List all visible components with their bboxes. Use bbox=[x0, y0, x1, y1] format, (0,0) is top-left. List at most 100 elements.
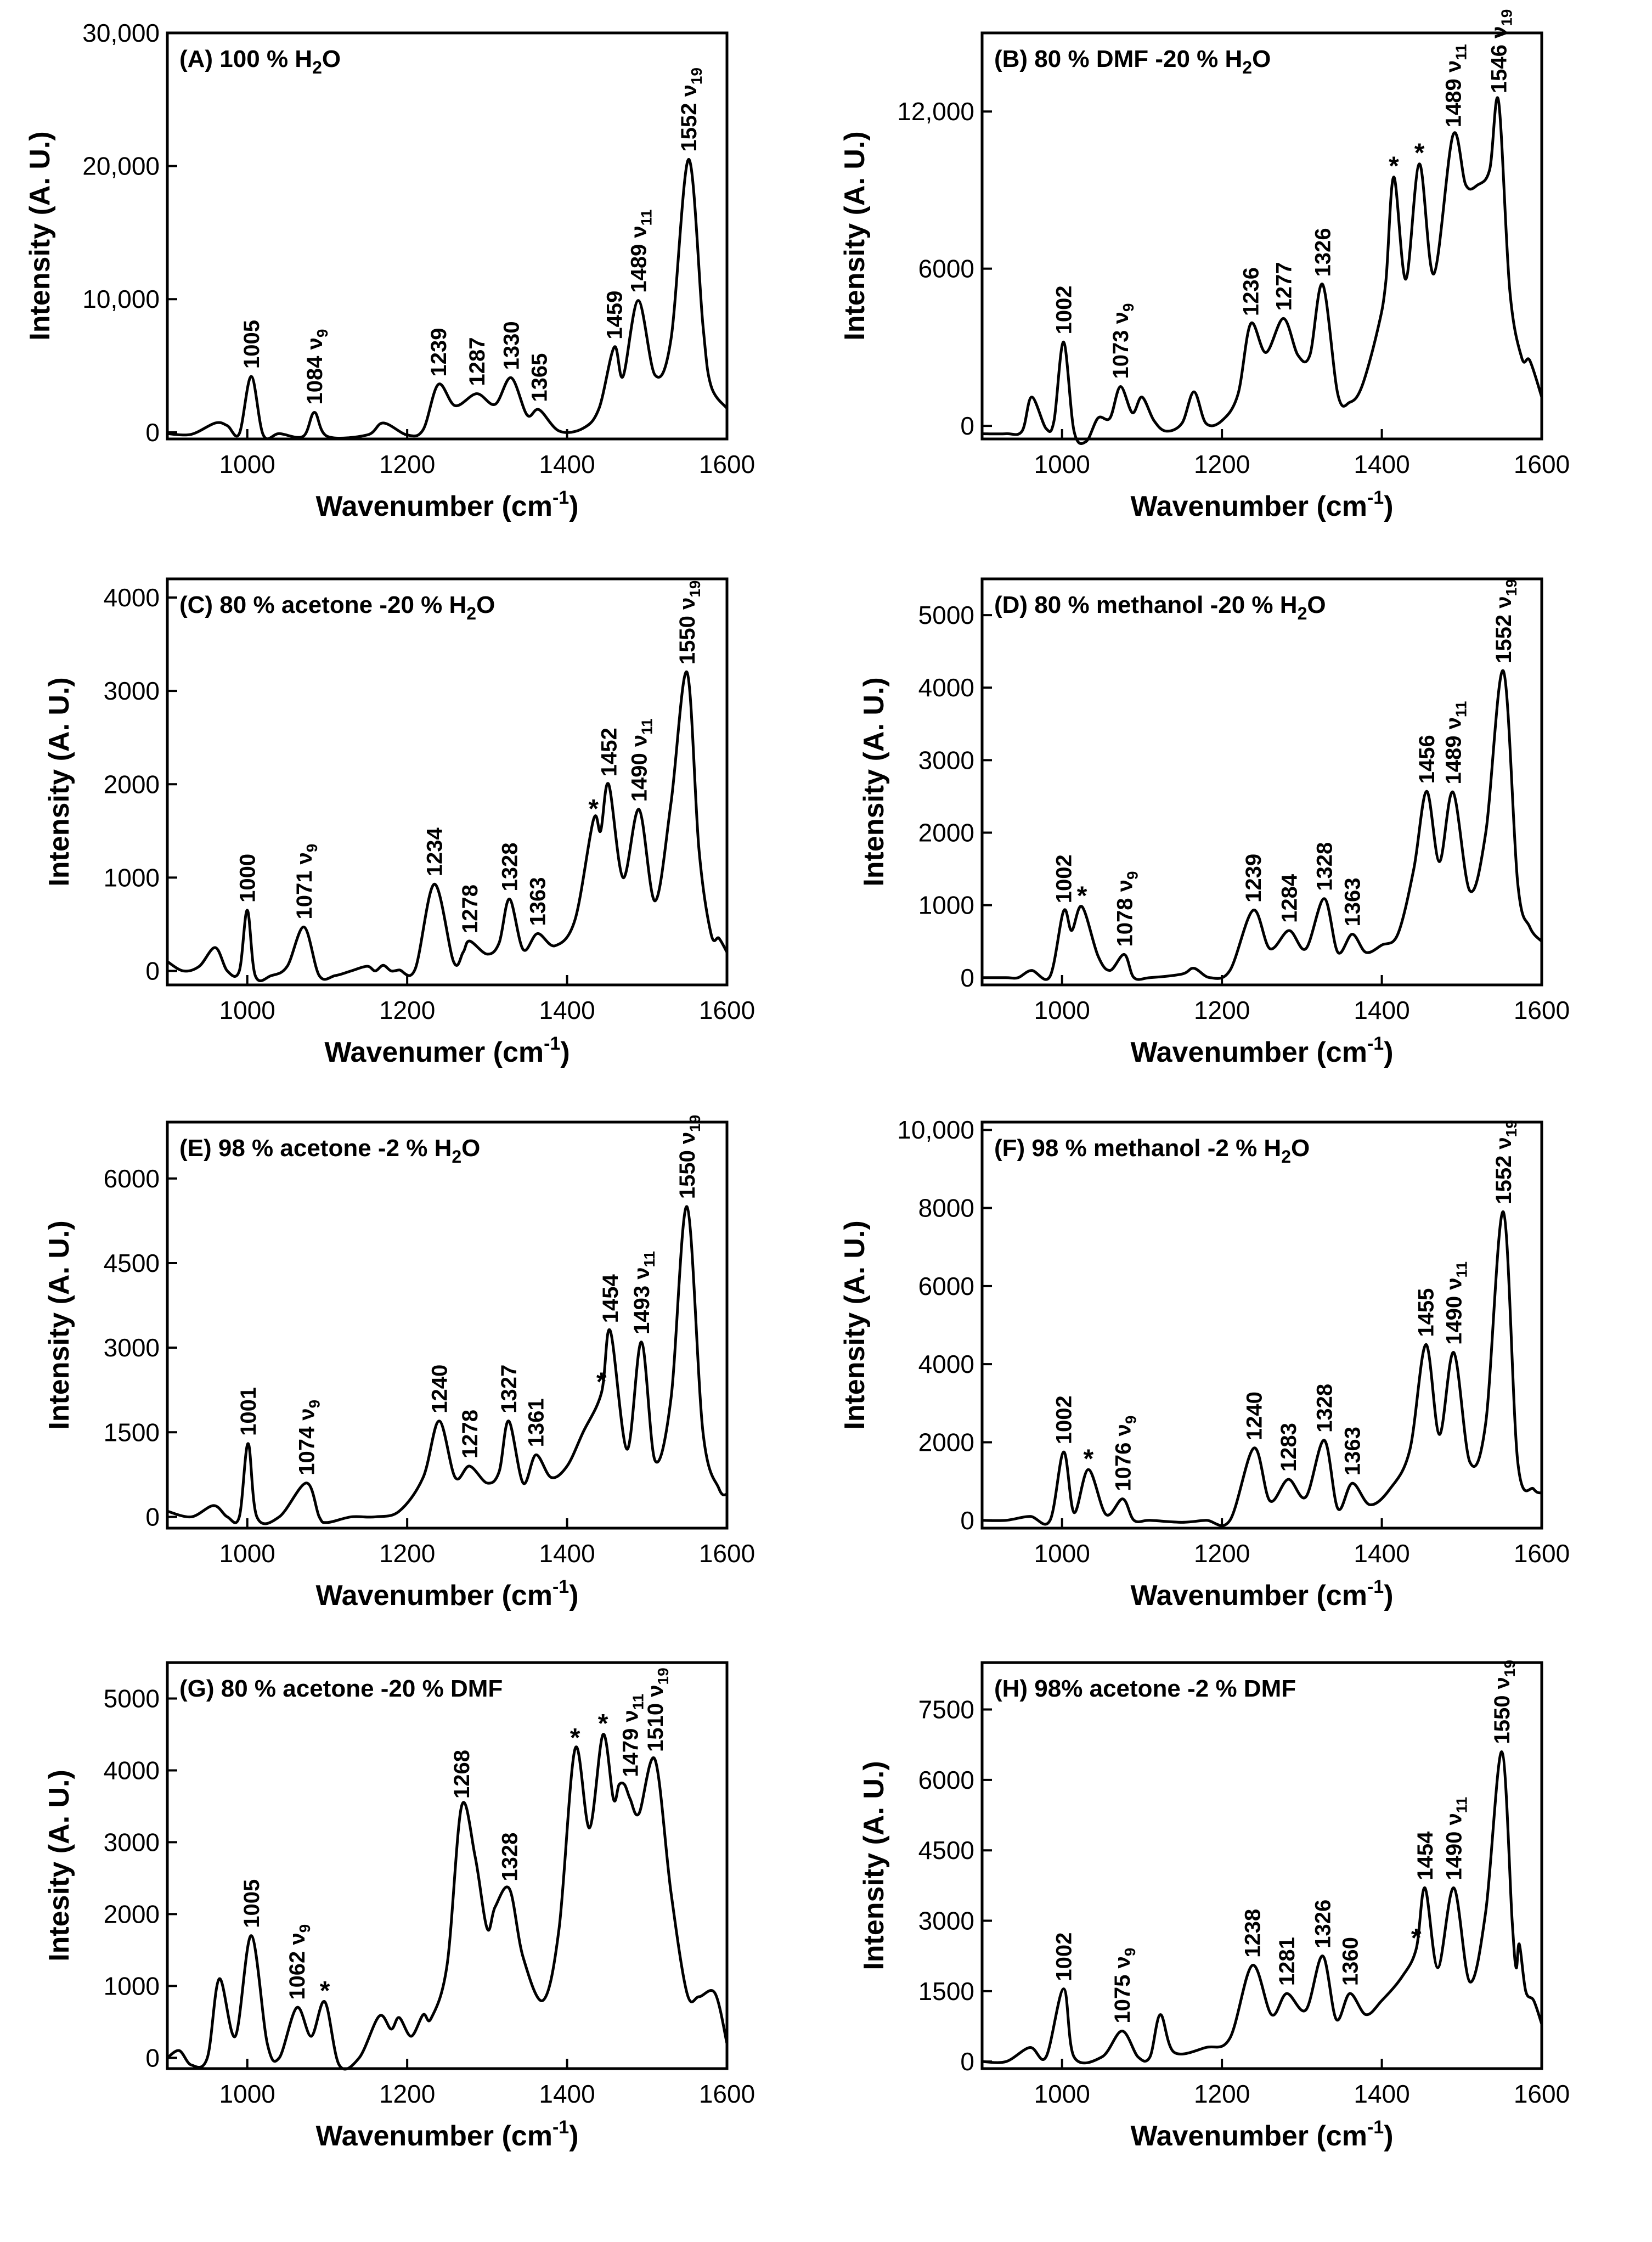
x-axis-label-end: ) bbox=[569, 491, 578, 522]
peak-star-label: * bbox=[1411, 1924, 1422, 1953]
peak-mode-sub: 11 bbox=[639, 718, 656, 735]
peak-label-text: 1268 bbox=[450, 1750, 474, 1799]
panel-title-part: O bbox=[1252, 46, 1271, 72]
y-tick-label: 30,000 bbox=[82, 19, 160, 47]
peak-mode-sub: 9 bbox=[1122, 1416, 1139, 1424]
x-tick-label: 1200 bbox=[379, 996, 435, 1024]
peak-label-text: 1328 bbox=[498, 843, 522, 892]
y-tick-label: 4000 bbox=[104, 1756, 160, 1784]
panel-title: (H) 98% acetone -2 % DMF bbox=[994, 1675, 1296, 1702]
peak-label-text: 1546 ν bbox=[1487, 26, 1511, 93]
y-tick-label: 6000 bbox=[918, 255, 974, 283]
x-tick-label: 1200 bbox=[1194, 2080, 1250, 2108]
x-tick-label: 1600 bbox=[1514, 1539, 1570, 1568]
peak-label: 1284 bbox=[1278, 874, 1302, 923]
peak-label: 1002 bbox=[1052, 1395, 1076, 1444]
panel-title: (G) 80 % acetone -20 % DMF bbox=[179, 1675, 503, 1702]
peak-label: 1328 bbox=[498, 843, 522, 892]
peak-label-text: 1363 bbox=[526, 877, 550, 926]
peak-label: 1510 ν19 bbox=[644, 1668, 672, 1752]
peak-label: 1360 bbox=[1338, 1937, 1362, 1986]
panel-a: 1000 1200 1400 1600 0 10,000 20,000 30,000 Waven… bbox=[24, 19, 755, 522]
y-tick-label: 5000 bbox=[104, 1684, 160, 1713]
y-tick-label: 6000 bbox=[918, 1766, 974, 1794]
y-tick-label: 20,000 bbox=[82, 152, 160, 181]
peak-label-text: 1550 ν bbox=[675, 598, 700, 664]
spectrum-line bbox=[167, 157, 729, 441]
peak-label: 1552 ν19 bbox=[1492, 1120, 1520, 1204]
peak-label-text: 1479 ν bbox=[619, 1710, 643, 1777]
panel-h: 1000 1200 1400 1600 0 1500 3000 4500 6000 7500 Wav… bbox=[858, 1660, 1570, 2152]
x-tick-label: 1400 bbox=[1354, 1539, 1409, 1568]
y-tick-label: 2000 bbox=[104, 770, 160, 798]
peak-label: 1330 bbox=[500, 321, 524, 370]
y-tick-label: 0 bbox=[145, 1502, 160, 1531]
panel-title-part: (D) 80 % methanol -20 % H bbox=[994, 592, 1298, 618]
y-tick-label: 4500 bbox=[104, 1249, 160, 1277]
x-tick-label: 1600 bbox=[699, 2080, 755, 2108]
y-tick-label: 0 bbox=[145, 956, 160, 985]
x-tick-label: 1400 bbox=[1354, 996, 1409, 1024]
peak-label-text: 1327 bbox=[497, 1365, 521, 1413]
panel-title-part: O bbox=[322, 46, 341, 72]
x-axis-label-end: ) bbox=[1384, 491, 1393, 522]
peak-label: 1363 bbox=[526, 877, 550, 926]
panel-title-part: (B) 80 % DMF -20 % H bbox=[994, 46, 1242, 72]
peak-label-text: 1452 bbox=[597, 728, 621, 776]
y-tick-label: 4500 bbox=[918, 1836, 974, 1864]
panel-title-part: (C) 80 % acetone -20 % H bbox=[179, 592, 466, 618]
x-axis-label-sup: -1 bbox=[544, 1033, 560, 1054]
peak-mode-sub: 9 bbox=[314, 329, 331, 338]
peak-label: 1278 bbox=[458, 1410, 482, 1458]
peak-label-text: 1493 ν bbox=[630, 1267, 654, 1334]
peak-label: 1327 bbox=[497, 1365, 521, 1413]
x-axis-label-text: Wavenumber (cm bbox=[315, 2120, 552, 2152]
plot-frame bbox=[980, 1661, 1543, 2070]
peak-label-text: 1489 ν bbox=[1441, 60, 1465, 127]
peak-label: 1489 ν11 bbox=[627, 210, 655, 293]
x-tick-label: 1200 bbox=[379, 2080, 435, 2108]
x-axis-label-text: Wavenumber (cm bbox=[315, 491, 552, 522]
peak-label-text: 1284 bbox=[1278, 874, 1302, 923]
panel-title: (F) 98 % methanol -2 % H2O bbox=[994, 1135, 1310, 1167]
peak-label: 1552 ν19 bbox=[677, 67, 705, 152]
peak-label-text: 1328 bbox=[1313, 842, 1337, 891]
x-tick-label: 1200 bbox=[379, 1539, 435, 1568]
panel-b: 1000 1200 1400 1600 0 6000 12,000 Wavenumber (c… bbox=[839, 9, 1570, 522]
peak-mode-sub: 11 bbox=[1453, 1797, 1470, 1813]
y-tick-label: 7500 bbox=[918, 1695, 974, 1724]
peak-label-text: 1240 bbox=[1242, 1392, 1266, 1440]
x-axis-label-end: ) bbox=[569, 1580, 578, 1612]
peak-label: 1455 bbox=[1414, 1288, 1439, 1337]
peak-star-label: * bbox=[588, 795, 599, 824]
y-tick-label: 4000 bbox=[918, 673, 974, 702]
y-tick-label: 0 bbox=[960, 964, 974, 992]
peak-label-text: 1073 ν bbox=[1109, 312, 1133, 379]
peak-mode-sub: 9 bbox=[1121, 1948, 1138, 1957]
panel-title-part: 2 bbox=[1242, 58, 1252, 77]
y-tick-label: 8000 bbox=[918, 1194, 974, 1223]
peak-label-text: 1283 bbox=[1277, 1423, 1301, 1472]
peak-label-text: 1278 bbox=[458, 885, 482, 933]
peak-label: 1002 bbox=[1052, 1933, 1076, 1981]
peak-label-text: 1489 ν bbox=[627, 226, 651, 292]
peak-mode-sub: 9 bbox=[1124, 871, 1141, 880]
peak-mode-sub: 19 bbox=[1501, 1660, 1518, 1677]
x-tick-label: 1600 bbox=[699, 996, 755, 1024]
peak-label-text: 1078 ν bbox=[1113, 880, 1137, 947]
x-axis-label-end: ) bbox=[569, 2120, 578, 2152]
x-tick-label: 1000 bbox=[1034, 450, 1090, 478]
peak-mode-sub: 19 bbox=[1503, 1120, 1520, 1137]
y-tick-label: 4000 bbox=[918, 1350, 974, 1378]
peak-label-text: 1330 bbox=[500, 321, 524, 370]
y-tick-label: 3000 bbox=[104, 1828, 160, 1856]
y-tick-label: 10,000 bbox=[82, 285, 160, 313]
plot-frame bbox=[980, 577, 1543, 987]
peak-label: 1240 bbox=[427, 1365, 452, 1413]
x-tick-label: 1000 bbox=[219, 996, 275, 1024]
peak-label-text: 1074 ν bbox=[295, 1408, 319, 1475]
panel-title-part: 2 bbox=[1298, 604, 1307, 623]
peak-star-label: * bbox=[1414, 139, 1425, 168]
x-tick-label: 1400 bbox=[1354, 2080, 1409, 2108]
